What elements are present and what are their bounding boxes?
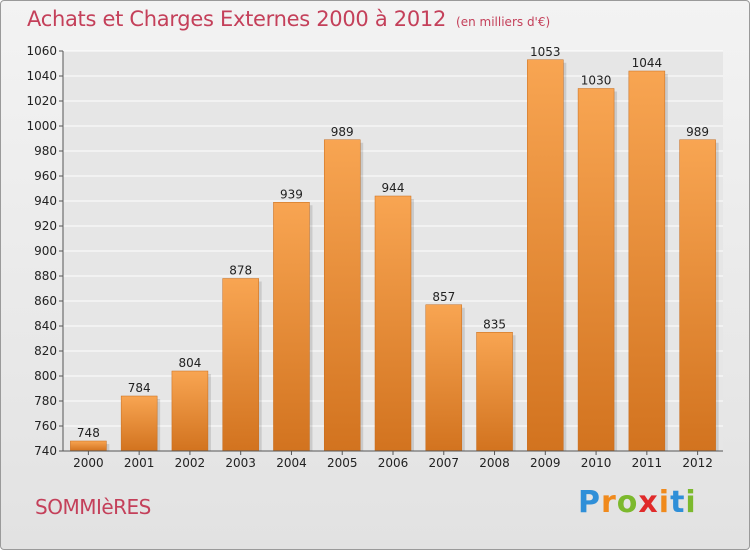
y-tick-label: 740 bbox=[34, 444, 57, 458]
value-label-2011: 1044 bbox=[632, 56, 663, 70]
bar-2003 bbox=[222, 278, 259, 452]
y-tick-label: 920 bbox=[34, 219, 57, 233]
value-label-2004: 939 bbox=[280, 187, 303, 201]
y-tick-label: 840 bbox=[34, 319, 57, 333]
commune-name: SOMMIèRES bbox=[35, 495, 151, 519]
logo-letter: i bbox=[685, 485, 697, 520]
bar-2011 bbox=[628, 70, 666, 452]
value-label-2002: 804 bbox=[178, 356, 201, 370]
logo-letter: r bbox=[601, 485, 617, 520]
logo-letter: P bbox=[578, 485, 601, 520]
x-tick-label-2006: 2006 bbox=[378, 456, 409, 470]
x-tick-label-2002: 2002 bbox=[175, 456, 206, 470]
value-label-2005: 989 bbox=[331, 125, 354, 139]
y-tick-label: 860 bbox=[34, 294, 57, 308]
x-tick-label-2007: 2007 bbox=[428, 456, 459, 470]
y-tick-label: 800 bbox=[34, 369, 57, 383]
value-label-2009: 1053 bbox=[530, 45, 561, 59]
y-tick-label: 760 bbox=[34, 419, 57, 433]
bar-2000 bbox=[70, 440, 107, 452]
y-tick-label: 1060 bbox=[26, 44, 57, 58]
x-tick-label-2012: 2012 bbox=[682, 456, 713, 470]
y-tick-label: 820 bbox=[34, 344, 57, 358]
x-tick-label-2001: 2001 bbox=[124, 456, 155, 470]
value-label-2003: 878 bbox=[229, 264, 252, 278]
value-label-2001: 784 bbox=[128, 381, 151, 395]
title-unit: (en milliers d'€) bbox=[456, 15, 551, 29]
value-label-2007: 857 bbox=[432, 290, 455, 304]
value-label-2012: 989 bbox=[686, 125, 709, 139]
title-text: Achats et Charges Externes 2000 à 2012 bbox=[27, 7, 447, 31]
x-tick-label-2009: 2009 bbox=[530, 456, 561, 470]
proxiti-logo[interactable]: Proxiti bbox=[578, 485, 697, 520]
bar-2001 bbox=[120, 395, 158, 452]
bar-2010 bbox=[577, 88, 615, 452]
bars: 748 784 804 878 939 989 944 857 835 1053 1030 1044 9… bbox=[70, 45, 719, 452]
y-tick-label: 880 bbox=[34, 269, 57, 283]
x-tick-label-2000: 2000 bbox=[73, 456, 104, 470]
logo-letter: i bbox=[658, 485, 671, 520]
bar-2002 bbox=[171, 370, 209, 452]
bar-2004 bbox=[273, 202, 310, 452]
x-tick-label-2008: 2008 bbox=[479, 456, 510, 470]
y-tick-label: 940 bbox=[34, 194, 57, 208]
x-tick-label-2004: 2004 bbox=[276, 456, 307, 470]
x-tick-label-2003: 2003 bbox=[225, 456, 256, 470]
y-tick-label: 1040 bbox=[26, 69, 57, 83]
axes: 740 760 780 800 820 840 860 880 900 920 940 960 980 1… bbox=[26, 44, 723, 470]
x-tick-label-2005: 2005 bbox=[327, 456, 358, 470]
x-tick-label-2010: 2010 bbox=[581, 456, 612, 470]
chart-title: Achats et Charges Externes 2000 à 2012 (e… bbox=[27, 7, 550, 31]
logo-letter: o bbox=[616, 485, 639, 520]
bar-2008 bbox=[476, 332, 513, 452]
value-label-2000: 748 bbox=[77, 426, 100, 440]
y-tick-label: 1020 bbox=[26, 94, 57, 108]
bar-2009 bbox=[527, 59, 564, 452]
value-label-2008: 835 bbox=[483, 317, 506, 331]
value-label-2010: 1030 bbox=[581, 74, 612, 88]
logo-letter: t bbox=[670, 485, 686, 520]
y-tick-label: 780 bbox=[34, 394, 57, 408]
y-tick-label: 980 bbox=[34, 144, 57, 158]
bar-2005 bbox=[323, 139, 361, 452]
value-label-2006: 944 bbox=[382, 181, 405, 195]
logo-letter: x bbox=[638, 485, 659, 520]
y-tick-label: 960 bbox=[34, 169, 57, 183]
bar-2006 bbox=[374, 195, 412, 452]
y-tick-label: 900 bbox=[34, 244, 57, 258]
x-tick-label-2011: 2011 bbox=[632, 456, 663, 470]
bar-2007 bbox=[425, 304, 463, 452]
bar-2012 bbox=[679, 139, 716, 452]
y-tick-label: 1000 bbox=[26, 119, 57, 133]
